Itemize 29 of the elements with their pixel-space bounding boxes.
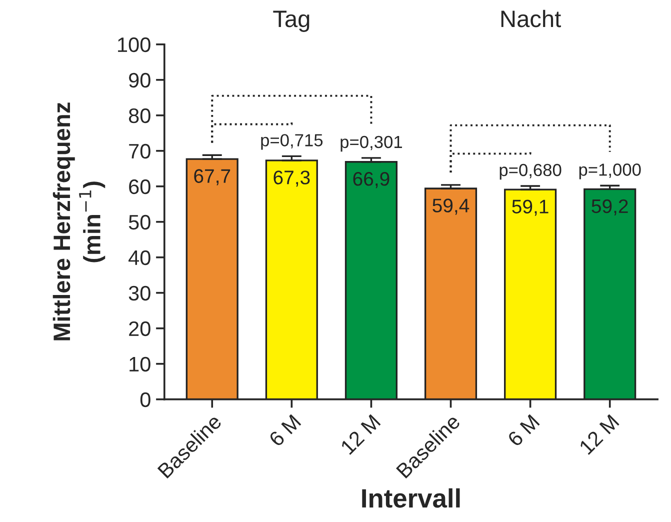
data-label: 59,2 <box>592 199 628 216</box>
annotation: p=0,301 <box>340 136 402 152</box>
x-tick-label: 12 M <box>340 414 381 455</box>
x-tick-label: 6 M <box>506 414 540 448</box>
text: Nacht <box>501 10 561 28</box>
y-tick-label: 60 <box>129 179 150 194</box>
data-label: 67,3 <box>274 170 310 187</box>
x-tick-label: 12 M <box>578 414 620 455</box>
y-tick-label: 20 <box>129 321 150 336</box>
data-label: 59,4 <box>432 198 470 215</box>
data-label: 67,7 <box>194 169 230 186</box>
y-tick-label: 30 <box>128 286 150 301</box>
annotation: p=0,715 <box>261 134 323 150</box>
y-tick-label: 50 <box>128 214 150 230</box>
x-axis-title: Intervall <box>362 488 460 508</box>
y-tick-label: 70 <box>129 144 150 159</box>
data-label: 66,9 <box>353 172 390 188</box>
y-tick-label: 0 <box>140 392 150 408</box>
y-tick-label: 100 <box>118 37 150 52</box>
y-tick-label: 80 <box>128 108 150 124</box>
y-tick-label: 90 <box>129 72 150 88</box>
text: Tag <box>273 10 310 32</box>
y-tick-label: 10 <box>130 356 150 372</box>
x-tick-label: 6 M <box>268 414 302 448</box>
data-label: 59,1 <box>512 200 548 216</box>
annotation: p=1,000 <box>579 164 641 180</box>
y-tick-label: 40 <box>128 250 150 266</box>
y-axis-title: Mittlere Herzfrequenz (min$^{−1}$) <box>52 102 106 340</box>
annotation: p=0,680 <box>500 164 562 180</box>
